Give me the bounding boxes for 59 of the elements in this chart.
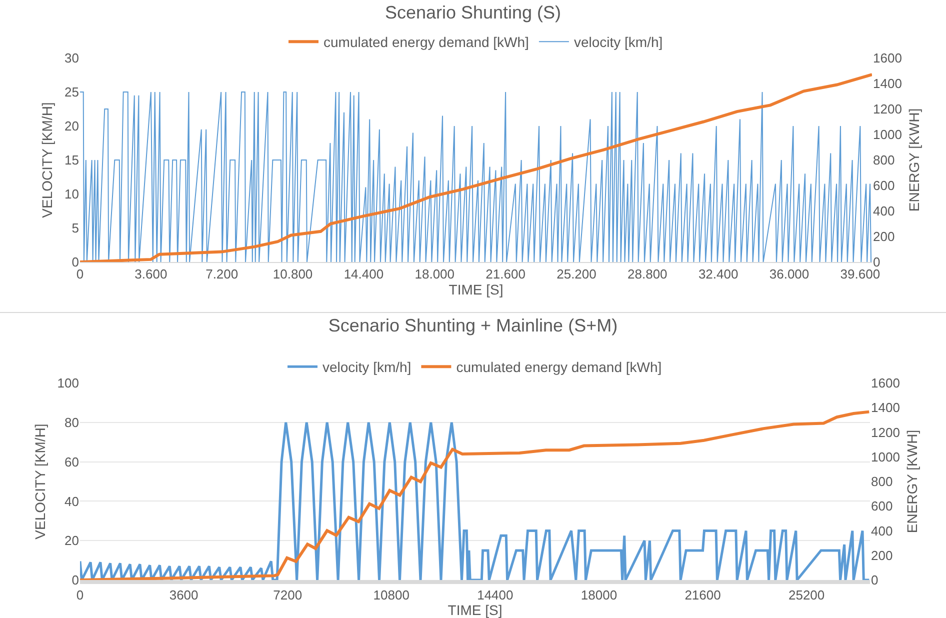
x-axis-title: TIME [S]: [448, 282, 504, 298]
y-tick-label: 5: [72, 220, 79, 236]
x-tick-label: 18.000: [414, 266, 455, 282]
y2-axis-title: ENERGY [KWH]: [904, 430, 920, 534]
y2-tick-label: 600: [873, 178, 895, 194]
x-tick-label: 3600: [169, 588, 198, 603]
y2-axis-title: ENERGY [KWH]: [906, 108, 922, 212]
x-tick-label: 25.200: [556, 266, 596, 282]
y-tick-label: 80: [64, 414, 79, 430]
y2-tick-label: 200: [873, 229, 895, 244]
chart-title: Scenario Shunting + Mainline (S+M): [328, 316, 618, 336]
x-tick-label: 32.400: [698, 266, 738, 282]
y2-tick-label: 1600: [873, 50, 902, 66]
y-tick-label: 15: [64, 152, 79, 168]
y2-tick-label: 1000: [873, 127, 902, 142]
x-tick-label: 14.400: [344, 266, 384, 282]
y-axis-title: VELOCITY [KM/H]: [32, 424, 48, 540]
y-tick-label: 20: [64, 118, 79, 134]
y-tick-label: 100: [57, 376, 79, 391]
x-axis-title: TIME [S]: [448, 602, 502, 618]
y2-tick-label: 1600: [871, 376, 900, 391]
y2-tick-label: 0: [871, 572, 878, 588]
legend-label: velocity [km/h]: [574, 34, 663, 50]
x-tick-label: 21600: [684, 588, 721, 603]
chart-title: Scenario Shunting (S): [384, 2, 562, 23]
y2-tick-label: 400: [871, 523, 893, 538]
y2-tick-label: 600: [871, 498, 893, 514]
x-tick-label: 18000: [580, 588, 618, 603]
y2-tick-label: 400: [873, 204, 895, 219]
y-tick-label: 30: [64, 50, 79, 66]
y2-tick-label: 200: [871, 548, 893, 563]
x-tick-label: 21.600: [486, 266, 526, 282]
y2-tick-label: 1400: [871, 400, 900, 416]
y2-tick-label: 1200: [873, 102, 902, 117]
legend-label: velocity [km/h]: [322, 359, 412, 376]
y2-tick-label: 1400: [873, 76, 902, 92]
y-tick-label: 0: [72, 254, 79, 270]
x-tick-label: 3.600: [134, 266, 168, 282]
x-tick-label: 10800: [373, 588, 410, 603]
y-tick-label: 25: [64, 84, 79, 100]
y-tick-label: 60: [64, 454, 79, 470]
x-tick-label: 25200: [788, 588, 825, 603]
y2-tick-label: 1200: [871, 424, 900, 440]
y-axis-title: VELOCITY [KM/H]: [39, 102, 56, 218]
legend-label: cumulated energy demand [kWh]: [456, 359, 662, 376]
x-tick-label: 7.200: [206, 266, 238, 282]
y2-tick-label: 1000: [871, 449, 900, 464]
y-tick-label: 0: [72, 572, 79, 588]
y-tick-label: 40: [64, 494, 79, 509]
x-tick-label: 10.800: [272, 266, 313, 282]
x-tick-label: 36.000: [769, 266, 810, 282]
x-tick-label: 7200: [273, 588, 302, 603]
y2-tick-label: 800: [871, 474, 893, 490]
x-tick-label: 14400: [477, 588, 514, 603]
x-tick-label: 28.800: [628, 266, 668, 282]
y-tick-label: 20: [64, 533, 79, 548]
legend-label: cumulated energy demand [kWh]: [324, 34, 529, 50]
y-tick-label: 10: [64, 186, 79, 202]
y2-tick-label: 800: [873, 152, 895, 168]
